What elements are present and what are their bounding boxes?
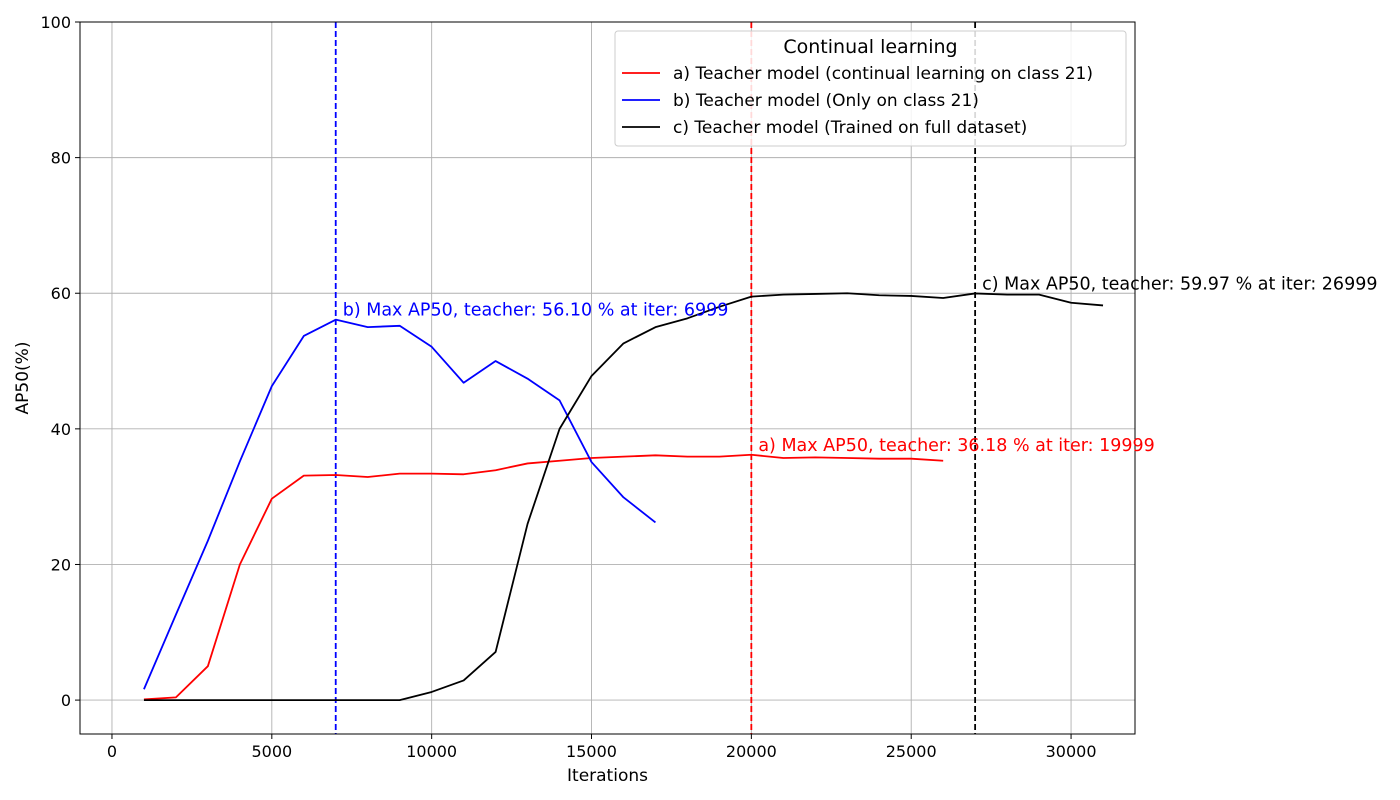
legend: Continual learning a) Teacher model (con… [614, 30, 1127, 147]
tick-labels: 0 5000 10000 15000 20000 25000 30000 0 20 40 60 80 1… [40, 13, 1096, 761]
legend-title: Continual learning [783, 36, 957, 58]
series-line [143, 318, 657, 690]
y-tick-label: 40 [51, 420, 71, 439]
plot-frame [79, 21, 1136, 735]
max-annotation: a) Max AP50, teacher: 36.18 % at iter: 1… [758, 436, 1154, 456]
x-tick-label: 15000 [566, 742, 617, 761]
y-tick-label: 100 [40, 13, 71, 32]
x-axis-label: Iterations [567, 766, 648, 786]
x-tick-label: 25000 [886, 742, 937, 761]
legend-box [614, 30, 1127, 147]
x-tick-label: 10000 [406, 742, 457, 761]
y-tick-label: 20 [51, 555, 71, 574]
y-axis-label: AP50(%) [13, 342, 33, 415]
max-annotation: c) Max AP50, teacher: 59.97 % at iter: 2… [982, 274, 1377, 294]
x-tick-label: 5000 [251, 742, 292, 761]
legend-entry: b) Teacher model (Only on class 21) [673, 91, 979, 111]
annotations: b) Max AP50, teacher: 56.10 % at iter: 6… [343, 274, 1378, 455]
legend-entry: a) Teacher model (continual learning on … [673, 64, 1093, 84]
max-annotation: b) Max AP50, teacher: 56.10 % at iter: 6… [343, 301, 729, 321]
x-tick-label: 30000 [1046, 742, 1097, 761]
y-tick-label: 0 [61, 691, 71, 710]
y-tick-label: 80 [51, 149, 71, 168]
legend-items: a) Teacher model (continual learning on … [622, 64, 1093, 138]
series-line [143, 292, 1104, 701]
series-line [143, 453, 944, 701]
x-tick-label: 0 [107, 742, 117, 761]
y-tick-label: 60 [51, 284, 71, 303]
legend-entry: c) Teacher model (Trained on full datase… [673, 118, 1027, 138]
x-tick-label: 20000 [726, 742, 777, 761]
series-lines [143, 292, 1104, 701]
